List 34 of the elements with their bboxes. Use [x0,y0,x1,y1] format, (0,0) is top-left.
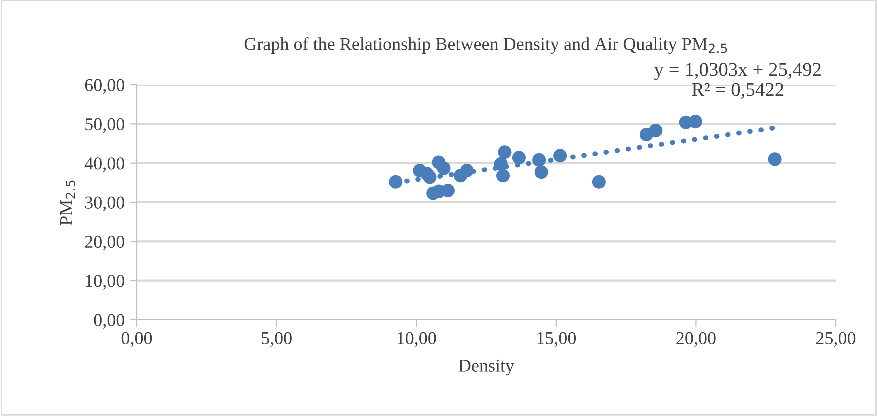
point [592,175,606,189]
point [423,170,437,184]
x-tick-label: 0,00 [122,332,152,348]
point [441,184,455,198]
point [437,162,451,176]
annotation: R² = 0,5422 [692,83,784,100]
x-tick-label: 10,00 [398,332,436,348]
y-tick-label: 50,00 [86,118,125,134]
point [512,151,526,165]
point [534,166,548,180]
y-tick-label: 40,00 [84,158,125,172]
y-tick-label: 60,00 [85,79,125,94]
x-tick-label: 15,00 [538,332,576,348]
text: y = 1,0303x + 25,492 [654,63,821,80]
x-tick-label: 20,00 [676,332,716,348]
point [554,149,568,163]
point [649,124,663,138]
x-tick-label: 25,00 [816,332,856,348]
y-tick-label: 10,00 [86,275,125,290]
point [460,164,474,178]
y-tick-label: 20,00 [85,236,125,251]
point [768,152,782,166]
point [498,146,512,160]
y-tick-label: 30,00 [85,196,125,212]
chart-title: Graph of the Relationship Between Density and Air Quality PM$_{2.5}$ [244,37,728,54]
y-tick-label: 0,00 [94,314,125,330]
y-axis-title: PM$_{2.5}$ [60,180,76,226]
x-tick-label: 5,00 [262,332,292,348]
point [496,169,510,183]
point [688,115,702,129]
point [494,157,508,171]
point [389,175,403,189]
point [532,153,546,167]
x-axis-title: Density [458,360,515,376]
